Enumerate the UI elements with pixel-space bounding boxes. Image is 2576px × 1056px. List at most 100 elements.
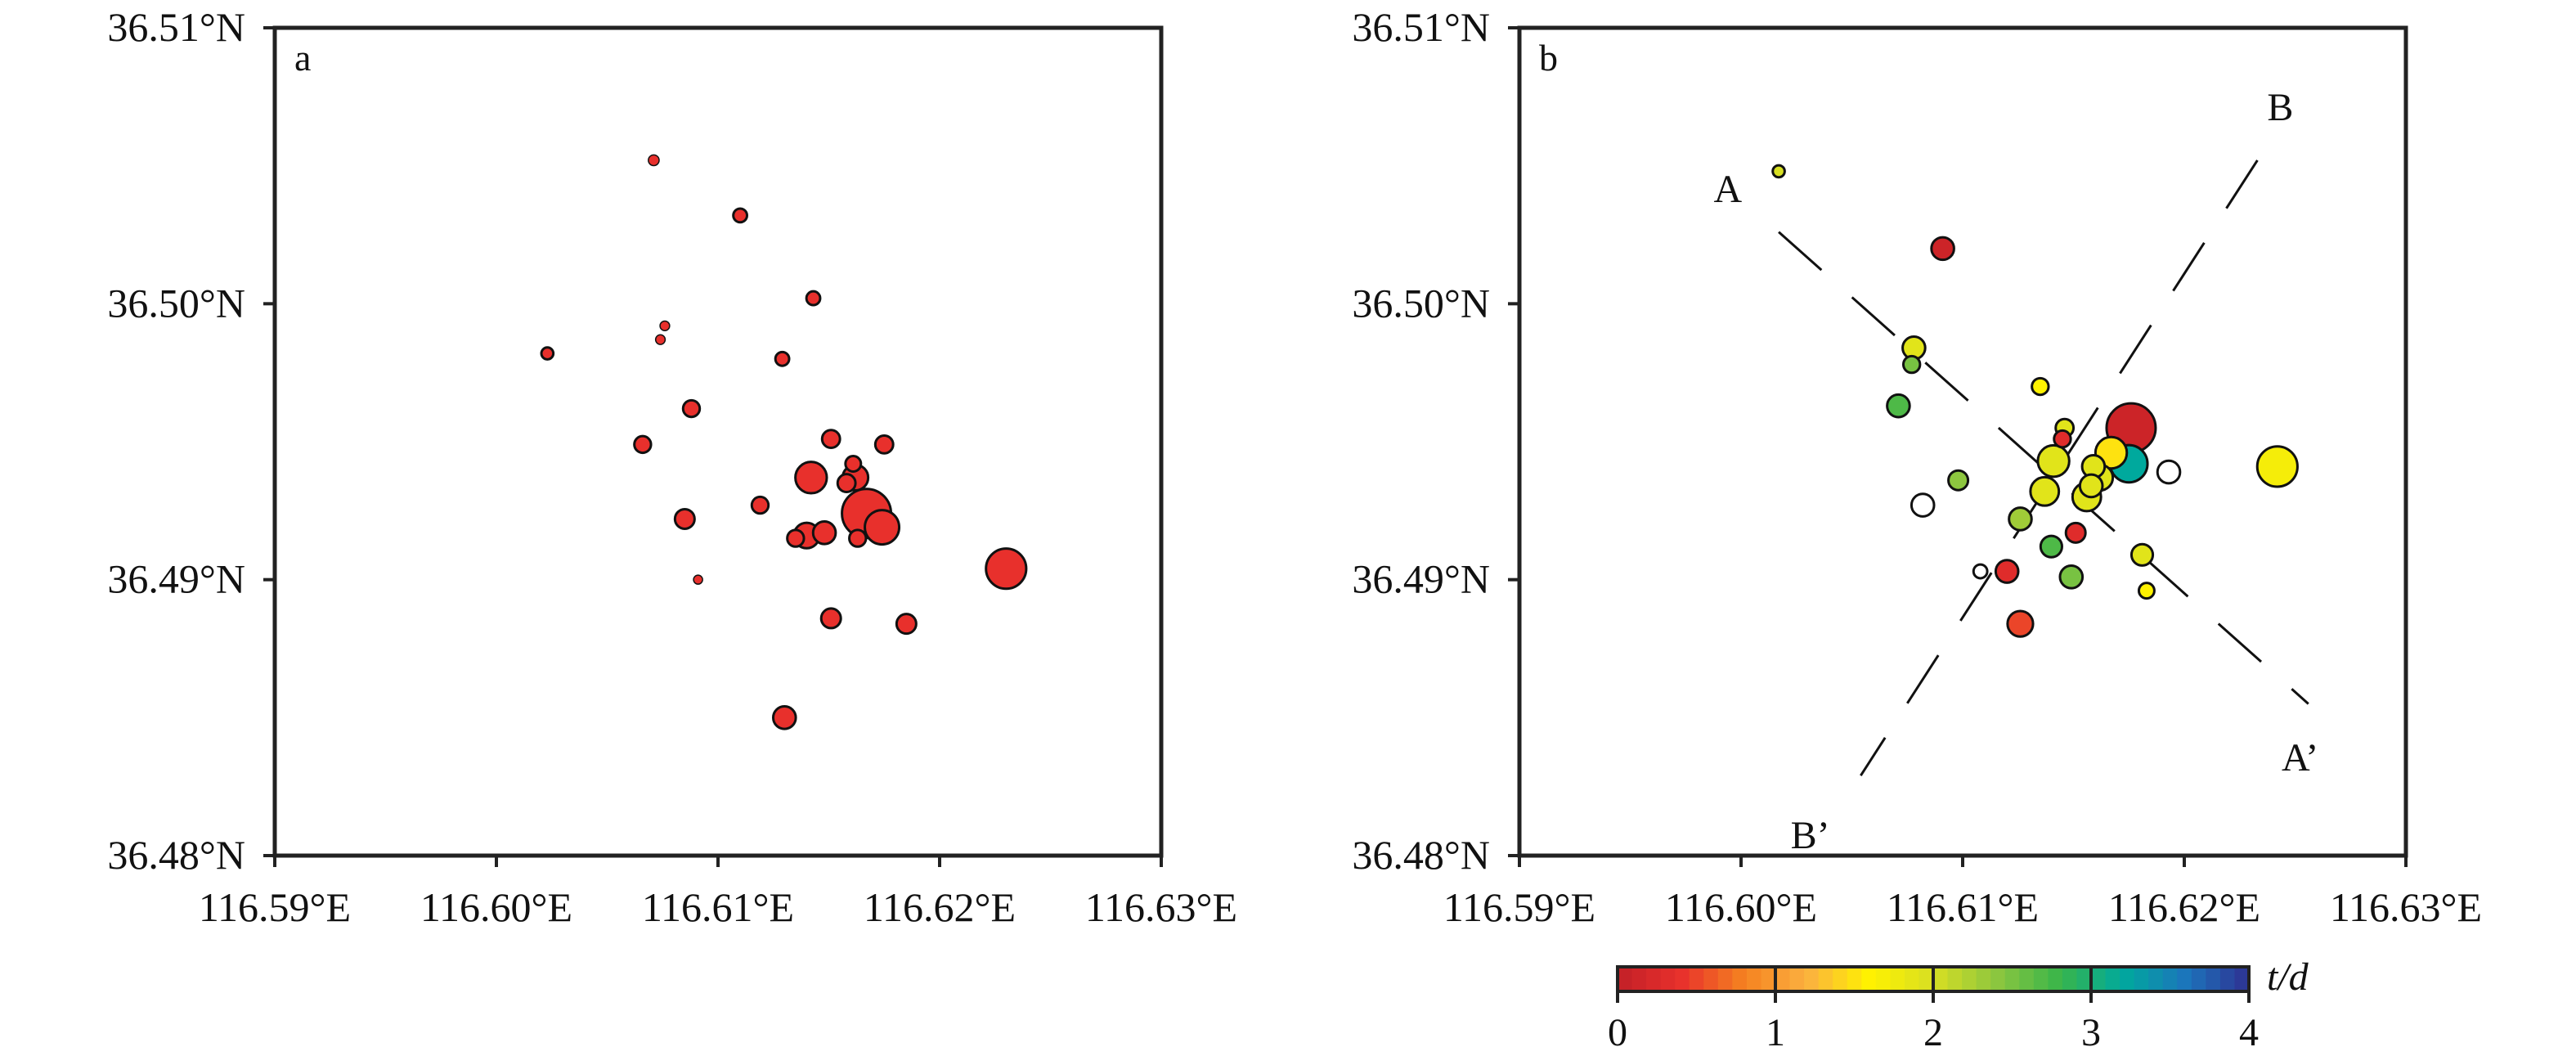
y-tick-label: 36.50°N (1352, 280, 1490, 326)
earthquake-point (648, 154, 660, 167)
x-tick-label: 116.63°E (2330, 884, 2482, 930)
earthquake-point (540, 346, 555, 361)
earthquake-point (2058, 564, 2085, 590)
colorbar-cell (1689, 967, 1704, 991)
panel-b-y-ticks: 36.48°N 36.49°N 36.50°N 36.51°N (1352, 4, 1519, 878)
earthquake-point (2039, 534, 2063, 559)
colorbar-cell (1646, 967, 1662, 991)
earthquake-point (819, 607, 842, 630)
earthquake-point (673, 507, 696, 530)
colorbar-ticks: 0 1 2 3 4 (1608, 967, 2259, 1054)
panel-a: a 116.59°E 116.60°E 116.61°E 116.62°E 116.63… (107, 4, 1237, 930)
y-tick-label: 36.48°N (107, 832, 245, 878)
colorbar-cell (2219, 967, 2236, 991)
colorbar-cell (1775, 967, 1791, 991)
panel-a-y-ticks: 36.48°N 36.49°N 36.50°N 36.51°N (107, 4, 275, 878)
y-tick-label: 36.48°N (1352, 832, 1490, 878)
colorbar-cell (1732, 967, 1748, 991)
panel-a-x-ticks: 116.59°E 116.60°E 116.61°E 116.62°E 116.63°E (199, 856, 1237, 930)
earthquake-point (820, 429, 841, 450)
earthquake-point (848, 528, 868, 548)
colorbar-cell (1703, 967, 1719, 991)
y-tick-label: 36.51°N (1352, 4, 1490, 50)
y-tick-label: 36.51°N (107, 4, 245, 50)
colorbar-cell (1861, 967, 1877, 991)
colorbar-cell (2206, 967, 2221, 991)
x-tick-label: 116.61°E (1887, 884, 2039, 930)
earthquake-point (693, 574, 703, 585)
earthquake-point (774, 350, 791, 367)
x-tick-label: 116.59°E (199, 884, 351, 930)
colorbar-cell (1761, 967, 1776, 991)
y-tick-label: 36.50°N (107, 280, 245, 326)
earthquake-point (681, 398, 702, 419)
colorbar-cell (1789, 967, 1805, 991)
earthquake-point (750, 495, 770, 515)
earthquake-point (864, 509, 901, 546)
earthquake-point (2036, 443, 2071, 479)
earthquake-point (2255, 445, 2299, 488)
colorbar-cell (1890, 967, 1905, 991)
panel-b-x-ticks: 116.59°E 116.60°E 116.61°E 116.62°E 116.63°E (1443, 856, 2482, 930)
colorbar-cell (2048, 967, 2063, 991)
colorbar-cell (1962, 967, 1977, 991)
earthquake-point (2064, 521, 2087, 544)
earthquake-point (659, 320, 671, 331)
earthquake-point (985, 547, 1028, 591)
earthquake-point (2078, 473, 2104, 499)
colorbar-cell (2004, 967, 2020, 991)
x-tick-label: 116.62°E (864, 884, 1016, 930)
colorbar-tick-label: 3 (2081, 1011, 2101, 1054)
panel-b-label: b (1539, 37, 1558, 79)
colorbar-cell (2191, 967, 2206, 991)
earthquake-point (1910, 492, 1936, 518)
earthquake-point (2031, 376, 2050, 397)
colorbar-cells (1618, 967, 2250, 991)
y-tick-label: 36.49°N (107, 556, 245, 602)
colorbar-cell (1990, 967, 2006, 991)
earthquake-point (811, 520, 837, 546)
colorbar-cell (1618, 967, 1633, 991)
earthquake-point (2156, 459, 2182, 485)
colorbar: 0 1 2 3 4 t/d (1608, 955, 2309, 1054)
earthquake-point (2137, 582, 2156, 600)
profile-start-label: A (1713, 168, 1742, 211)
earthquake-point (873, 434, 895, 455)
colorbar-cell (2091, 967, 2107, 991)
x-tick-label: 116.59°E (1443, 884, 1595, 930)
colorbar-tick-label: 1 (1766, 1011, 1785, 1054)
colorbar-cell (1804, 967, 1820, 991)
earthquake-point (2053, 429, 2072, 449)
colorbar-cell (2162, 967, 2178, 991)
earthquake-point (1886, 393, 1911, 419)
earthquake-point (794, 461, 828, 495)
earthquake-point (786, 528, 806, 548)
colorbar-cell (2019, 967, 2035, 991)
earthquake-point (1947, 469, 1970, 492)
colorbar-cell (1875, 967, 1891, 991)
x-tick-label: 116.60°E (420, 884, 572, 930)
colorbar-cell (1717, 967, 1733, 991)
x-tick-label: 116.63°E (1085, 884, 1237, 930)
earthquake-point (844, 455, 863, 473)
colorbar-cell (2148, 967, 2164, 991)
earthquake-point (1771, 164, 1786, 179)
colorbar-tick-label: 2 (1923, 1011, 1943, 1054)
earthquake-point (654, 334, 666, 345)
colorbar-cell (1818, 967, 1833, 991)
earthquake-point (2029, 475, 2061, 507)
colorbar-cell (2033, 967, 2049, 991)
panel-a-label: a (294, 37, 311, 79)
colorbar-cell (1746, 967, 1762, 991)
colorbar-tick-label: 4 (2239, 1011, 2259, 1054)
profile-end-label: A’ (2282, 736, 2318, 780)
colorbar-cell (2134, 967, 2149, 991)
colorbar-cell (2177, 967, 2192, 991)
colorbar-cell (1947, 967, 1963, 991)
profile-line-a (1778, 231, 2309, 705)
x-tick-label: 116.62°E (2108, 884, 2260, 930)
profile-line-b (1860, 160, 2259, 776)
colorbar-cell (1675, 967, 1690, 991)
earthquake-point (836, 473, 857, 494)
earthquake-point (805, 290, 822, 307)
